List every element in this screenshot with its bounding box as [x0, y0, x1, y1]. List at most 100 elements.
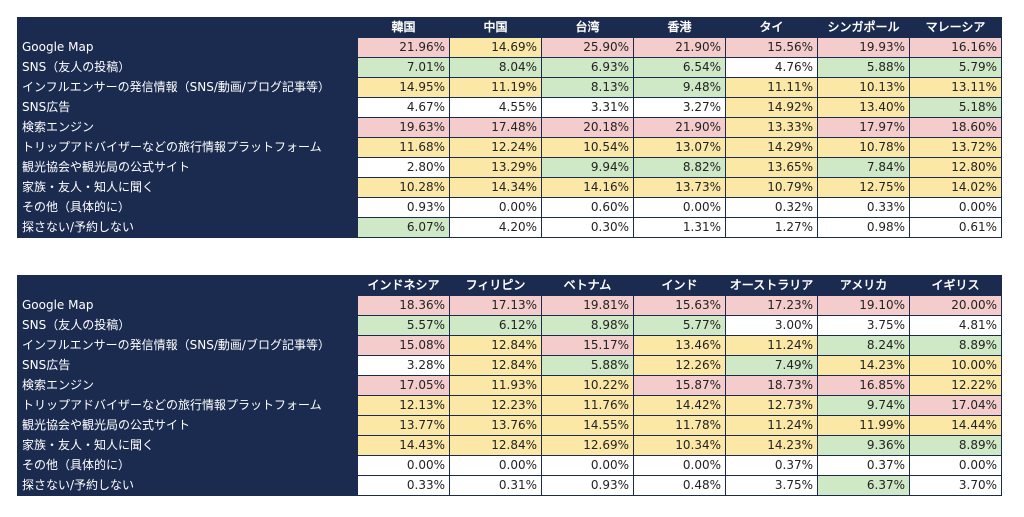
value-cell: 13.40%: [817, 97, 910, 118]
value-cell: 2.80%: [357, 157, 450, 178]
value-cell: 4.20%: [449, 217, 542, 238]
value-cell: 3.31%: [541, 97, 634, 118]
column-header: インド: [633, 275, 726, 296]
value-cell: 18.36%: [357, 295, 450, 316]
value-cell: 21.96%: [357, 37, 450, 58]
value-cell: 0.00%: [909, 455, 1002, 476]
value-cell: 13.33%: [725, 117, 818, 138]
value-cell: 9.74%: [817, 395, 910, 416]
value-cell: 14.95%: [357, 77, 450, 98]
value-cell: 5.77%: [633, 315, 726, 336]
value-cell: 3.27%: [633, 97, 726, 118]
value-cell: 18.60%: [909, 117, 1002, 138]
column-header: 香港: [633, 17, 726, 38]
value-cell: 13.11%: [909, 77, 1002, 98]
table-row: 観光協会や観光局の公式サイト 13.77% 13.76% 14.55% 11.78% 11…: [17, 415, 1002, 436]
value-cell: 6.54%: [633, 57, 726, 78]
value-cell: 18.73%: [725, 375, 818, 396]
value-cell: 0.93%: [357, 197, 450, 218]
table-header-row: 韓国 中国 台湾 香港 タイ シンガポール マレーシア: [17, 17, 1002, 38]
value-cell: 19.63%: [357, 117, 450, 138]
table-row: 探さない/予約しない 6.07% 4.20% 0.30% 1.31% 1.27% 0.98%…: [17, 217, 1002, 238]
value-cell: 15.17%: [541, 335, 634, 356]
column-header: フィリピン: [449, 275, 542, 296]
value-cell: 11.19%: [449, 77, 542, 98]
value-cell: 11.78%: [633, 415, 726, 436]
value-cell: 1.27%: [725, 217, 818, 238]
row-label: インフルエンサーの発信情報（SNS/動画/ブログ記事等）: [17, 77, 358, 98]
value-cell: 11.99%: [817, 415, 910, 436]
table-row: 家族・友人・知人に聞く 14.43% 12.84% 12.69% 10.34% 14.23…: [17, 435, 1002, 456]
value-cell: 12.73%: [725, 395, 818, 416]
value-cell: 12.84%: [449, 335, 542, 356]
table-row: その他（具体的に） 0.00% 0.00% 0.00% 0.00% 0.37% 0.37% 0…: [17, 455, 1002, 476]
column-header: イギリス: [909, 275, 1002, 296]
value-cell: 21.90%: [633, 117, 726, 138]
value-cell: 0.00%: [449, 455, 542, 476]
row-label: Google Map: [17, 37, 358, 58]
value-cell: 8.98%: [541, 315, 634, 336]
value-cell: 14.69%: [449, 37, 542, 58]
value-cell: 19.93%: [817, 37, 910, 58]
table-row: 観光協会や観光局の公式サイト 2.80% 13.29% 9.94% 8.82% 13.65…: [17, 157, 1002, 178]
value-cell: 13.77%: [357, 415, 450, 436]
header-row: インドネシア フィリピン ベトナム インド オーストラリア アメリカ イギリス: [17, 275, 1002, 296]
column-header: マレーシア: [909, 17, 1002, 38]
column-header: インドネシア: [357, 275, 450, 296]
value-cell: 13.07%: [633, 137, 726, 158]
value-cell: 0.30%: [541, 217, 634, 238]
value-cell: 3.00%: [725, 315, 818, 336]
table-row: トリップアドバイザーなどの旅行情報プラットフォーム 11.68% 12.24% 10.…: [17, 137, 1002, 158]
value-cell: 11.76%: [541, 395, 634, 416]
value-cell: 21.90%: [633, 37, 726, 58]
value-cell: 0.33%: [817, 197, 910, 218]
row-label: 検索エンジン: [17, 117, 358, 138]
value-cell: 13.72%: [909, 137, 1002, 158]
value-cell: 3.28%: [357, 355, 450, 376]
value-cell: 20.00%: [909, 295, 1002, 316]
column-header: オーストラリア: [725, 275, 818, 296]
value-cell: 0.00%: [357, 455, 450, 476]
value-cell: 6.37%: [817, 475, 910, 496]
value-cell: 4.55%: [449, 97, 542, 118]
value-cell: 15.63%: [633, 295, 726, 316]
value-cell: 14.42%: [633, 395, 726, 416]
value-cell: 4.67%: [357, 97, 450, 118]
value-cell: 0.00%: [541, 455, 634, 476]
value-cell: 19.81%: [541, 295, 634, 316]
value-cell: 12.23%: [449, 395, 542, 416]
value-cell: 14.23%: [817, 355, 910, 376]
value-cell: 17.23%: [725, 295, 818, 316]
value-cell: 0.60%: [541, 197, 634, 218]
value-cell: 15.08%: [357, 335, 450, 356]
value-cell: 12.75%: [817, 177, 910, 198]
row-label: その他（具体的に）: [17, 455, 358, 476]
row-label: SNS（友人の投稿）: [17, 57, 358, 78]
row-label: 観光協会や観光局の公式サイト: [17, 157, 358, 178]
value-cell: 5.18%: [909, 97, 1002, 118]
value-cell: 17.48%: [449, 117, 542, 138]
value-cell: 12.26%: [633, 355, 726, 376]
value-cell: 8.13%: [541, 77, 634, 98]
row-label: 家族・友人・知人に聞く: [17, 177, 358, 198]
value-cell: 12.69%: [541, 435, 634, 456]
value-cell: 7.01%: [357, 57, 450, 78]
corner-cell: [17, 17, 358, 38]
row-label: トリップアドバイザーなどの旅行情報プラットフォーム: [17, 137, 358, 158]
table-row: 検索エンジン 19.63% 17.48% 20.18% 21.90% 13.33% 17.9…: [17, 117, 1002, 138]
value-cell: 8.04%: [449, 57, 542, 78]
value-cell: 17.04%: [909, 395, 1002, 416]
value-cell: 10.00%: [909, 355, 1002, 376]
value-cell: 17.97%: [817, 117, 910, 138]
value-cell: 14.34%: [449, 177, 542, 198]
value-cell: 14.16%: [541, 177, 634, 198]
row-label: インフルエンサーの発信情報（SNS/動画/ブログ記事等）: [17, 335, 358, 356]
value-cell: 11.24%: [725, 335, 818, 356]
value-cell: 16.85%: [817, 375, 910, 396]
value-cell: 12.13%: [357, 395, 450, 416]
value-cell: 10.13%: [817, 77, 910, 98]
value-cell: 17.13%: [449, 295, 542, 316]
value-cell: 0.98%: [817, 217, 910, 238]
column-header: 中国: [449, 17, 542, 38]
value-cell: 3.75%: [725, 475, 818, 496]
